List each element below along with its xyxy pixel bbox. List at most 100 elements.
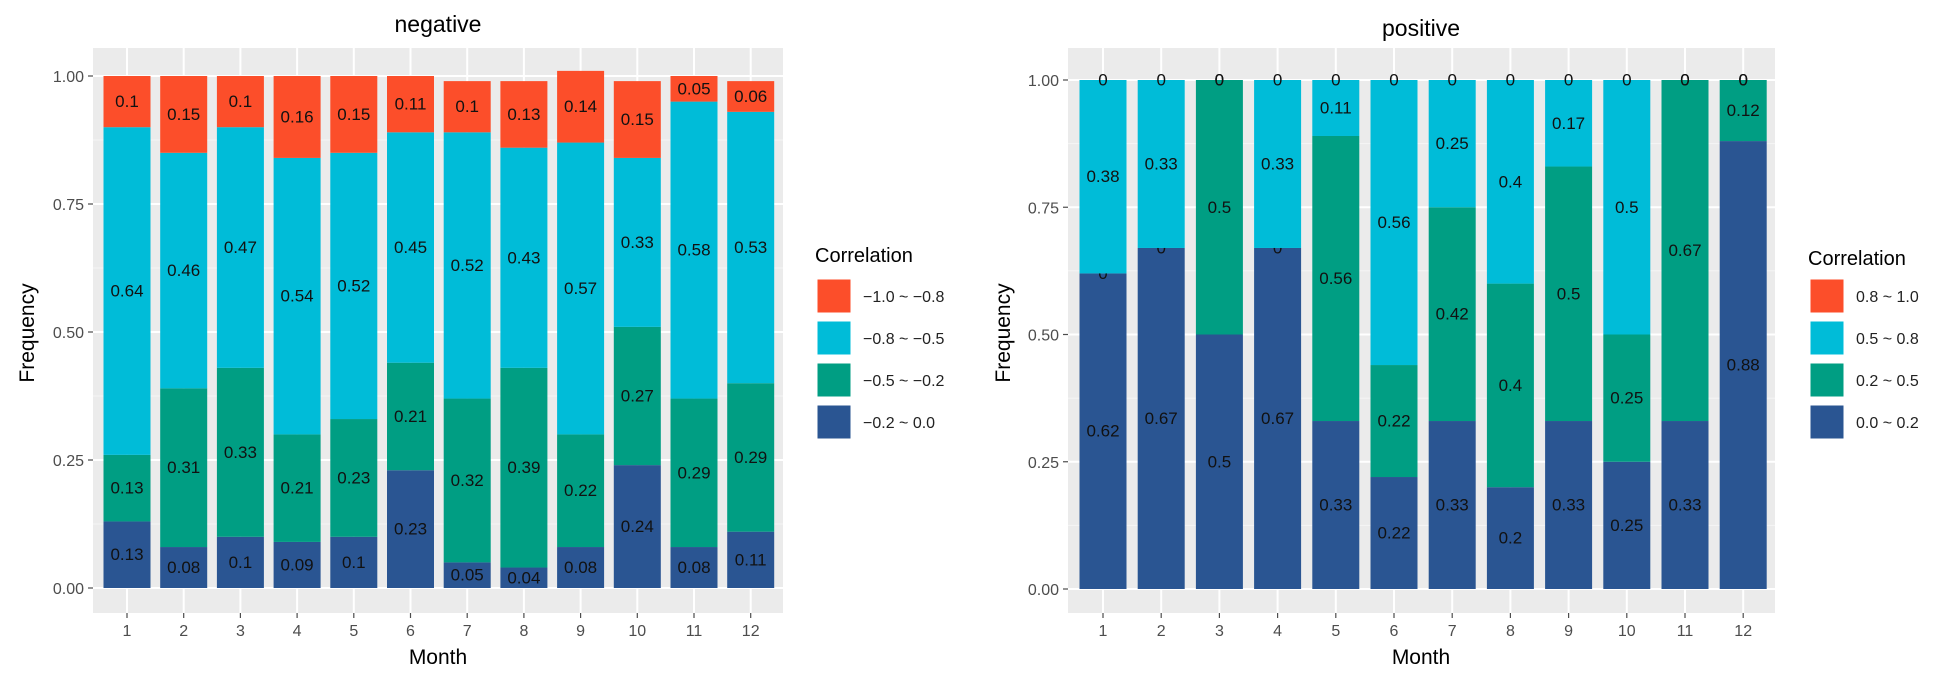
bar-segment-3 (1312, 80, 1360, 136)
data-label: 0.33 (621, 233, 654, 252)
y-axis-title: Frequency (992, 283, 1015, 383)
x-tick-label: 8 (519, 623, 528, 640)
data-label: 0 (1156, 71, 1165, 90)
y-tick-label: 0.50 (1028, 328, 1059, 345)
x-tick-label: 2 (1157, 623, 1166, 640)
data-label: 0.21 (394, 407, 427, 426)
legend-label: 0.0 ~ 0.2 (1856, 415, 1919, 432)
bar-segment-1 (1079, 273, 1127, 589)
x-tick-label: 10 (1618, 623, 1636, 640)
data-label: 0.22 (1377, 412, 1410, 431)
bar-segment-2 (330, 419, 378, 537)
data-label: 0.17 (1552, 114, 1585, 133)
bar-segment-3 (1486, 80, 1534, 284)
bar-segment-3 (1603, 80, 1651, 335)
data-label: 0.25 (1610, 516, 1643, 535)
bar-segment-3 (1428, 80, 1476, 208)
data-label: 0 (1738, 71, 1747, 90)
y-tick-label: 0.25 (1028, 455, 1059, 472)
data-label: 0.04 (507, 568, 540, 587)
legend-label: −0.8 ~ −0.5 (863, 331, 945, 348)
data-label: 0.1 (229, 92, 253, 111)
data-label: 0.33 (1261, 154, 1294, 173)
bar-segment-3 (557, 142, 605, 435)
legend-key (1809, 404, 1845, 440)
legend-key (1809, 278, 1845, 314)
bar-segment-1 (1195, 334, 1243, 589)
data-label: 0.05 (451, 566, 484, 585)
legend-label: −0.5 ~ −0.2 (863, 373, 945, 390)
bar-segment-2 (613, 326, 661, 466)
data-label: 0.52 (337, 276, 370, 295)
data-label: 0 (1331, 71, 1340, 90)
plot-panel (93, 48, 783, 613)
data-label: 0.08 (677, 558, 710, 577)
y-tick-label: 1.00 (53, 69, 84, 86)
data-label: 0 (1273, 71, 1282, 90)
chart-negative: 0.000.250.500.751.000.130.130.640.110.08… (16, 11, 945, 669)
chart-title: negative (395, 11, 482, 37)
data-label: 0.56 (1319, 269, 1352, 288)
bar-segment-2 (557, 434, 605, 548)
bar-segment-2 (1312, 135, 1360, 422)
bar-segment-3 (1545, 80, 1593, 167)
bar-segment-3 (613, 157, 661, 327)
y-tick-label: 0.50 (53, 325, 84, 342)
data-label: 0.27 (621, 387, 654, 406)
data-label: 0.47 (224, 238, 257, 257)
data-label: 0.5 (1208, 452, 1232, 471)
y-tick-label: 0.00 (1028, 582, 1059, 599)
bar-segment-2 (1428, 207, 1476, 422)
x-tick-label: 4 (1273, 623, 1282, 640)
bar-segment-3 (1137, 80, 1185, 248)
bar-segment-3 (1254, 80, 1302, 248)
data-label: 0.54 (281, 287, 314, 306)
data-label: 0.08 (167, 558, 200, 577)
data-label: 0.15 (337, 105, 370, 124)
bar-segment-4 (613, 81, 661, 158)
bar-segment-4 (387, 76, 434, 133)
bar-segment-1 (103, 521, 151, 588)
bar-segment-4 (330, 76, 378, 153)
data-label: 0.11 (735, 550, 767, 569)
data-label: 0.12 (1727, 101, 1760, 120)
bar-segment-3 (387, 132, 434, 363)
bar-segment-1 (1486, 487, 1534, 589)
data-label: 0.56 (1377, 213, 1410, 232)
y-tick-label: 0.75 (1028, 200, 1059, 217)
data-label: 0.67 (1668, 241, 1701, 260)
data-label: 0.32 (451, 471, 484, 490)
bar-segment-3 (670, 101, 718, 399)
x-tick-label: 6 (1390, 623, 1399, 640)
y-tick-label: 0.25 (53, 453, 84, 470)
x-tick-label: 7 (1448, 623, 1457, 640)
x-axis-title: Month (409, 646, 467, 669)
bar-segment-3 (103, 127, 151, 455)
data-label: 0.5 (1615, 198, 1639, 217)
bar-segment-3 (727, 111, 775, 384)
legend-key (1809, 320, 1845, 356)
data-label: 0.13 (110, 479, 143, 498)
bar-segment-1 (557, 547, 605, 588)
x-tick-label: 11 (1677, 623, 1694, 640)
bar-segment-1 (1370, 477, 1418, 589)
bar-segment-1 (1719, 141, 1767, 589)
x-tick-label: 11 (686, 623, 703, 640)
chart-title: positive (1382, 15, 1460, 41)
x-tick-label: 5 (349, 623, 358, 640)
data-label: 0.43 (507, 248, 540, 267)
x-axis-title: Month (1392, 646, 1450, 669)
data-label: 0 (1215, 71, 1224, 90)
data-label: 0.33 (1552, 496, 1585, 515)
x-tick-label: 10 (628, 623, 646, 640)
bar-segment-1 (273, 541, 321, 588)
bar-segment-2 (1603, 334, 1651, 462)
data-label: 0.88 (1727, 356, 1760, 375)
data-label: 0.29 (677, 463, 710, 482)
data-label: 0.33 (1668, 496, 1701, 515)
bar-segment-2 (1370, 365, 1418, 478)
bar-segment-4 (500, 81, 548, 148)
data-label: 0.13 (110, 545, 143, 564)
data-label: 0.23 (394, 520, 427, 539)
